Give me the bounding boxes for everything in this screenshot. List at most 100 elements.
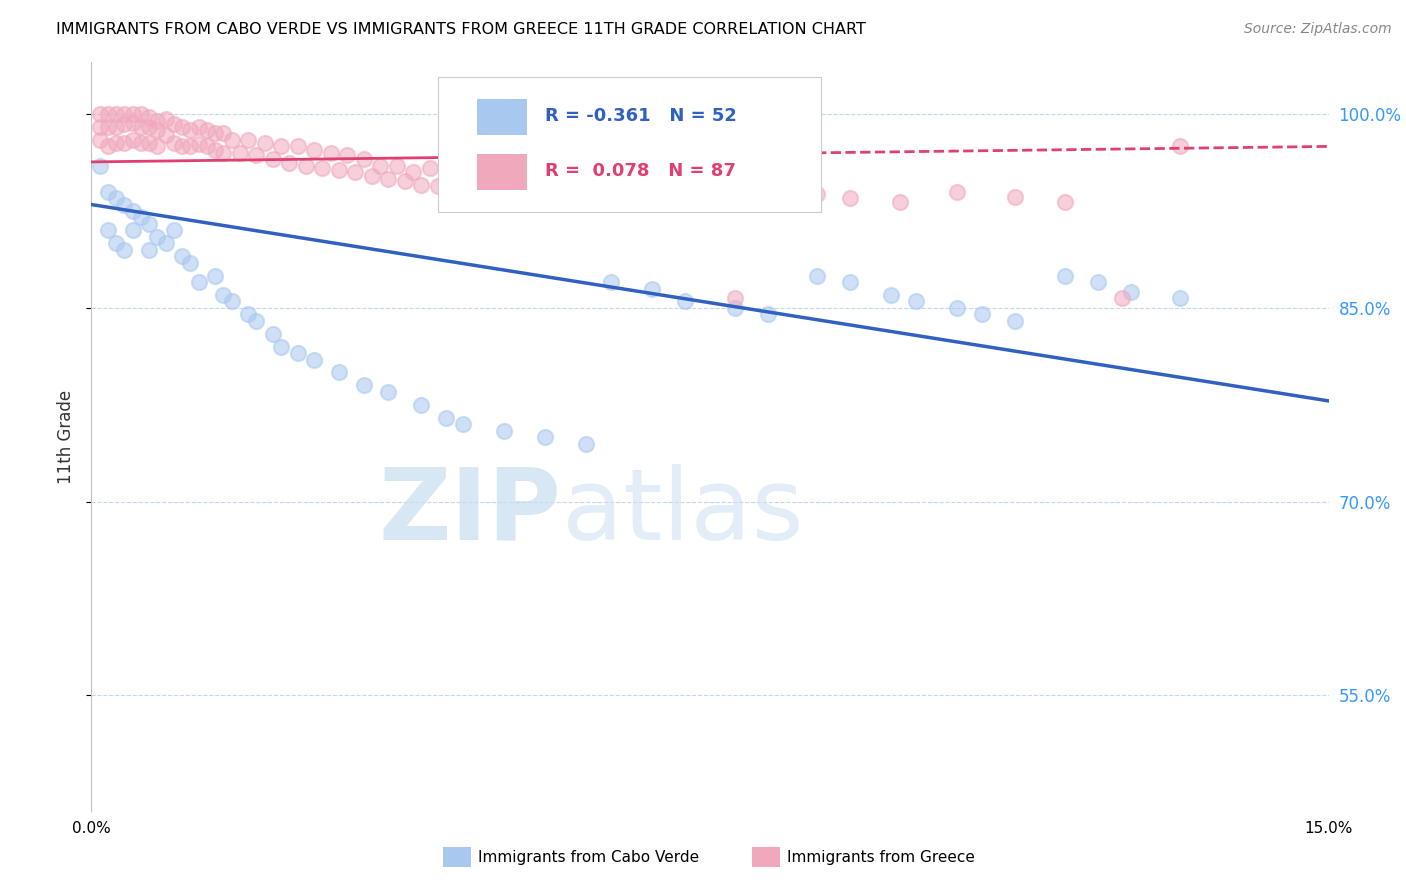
Point xyxy=(756,307,779,321)
Point xyxy=(270,139,292,153)
Point xyxy=(756,191,779,205)
Point xyxy=(155,112,177,127)
Point xyxy=(112,136,135,150)
Point xyxy=(105,107,128,121)
Point xyxy=(558,185,581,199)
Point xyxy=(411,398,433,412)
Y-axis label: 11th Grade: 11th Grade xyxy=(56,390,75,484)
Point xyxy=(402,165,425,179)
Point xyxy=(534,430,557,444)
Point xyxy=(673,182,696,196)
Point xyxy=(972,307,994,321)
Point xyxy=(262,153,284,167)
Point xyxy=(204,143,226,157)
Point xyxy=(1053,194,1076,209)
Point xyxy=(129,120,152,134)
Point xyxy=(163,118,186,132)
Point xyxy=(187,120,209,134)
Text: R =  0.078   N = 87: R = 0.078 N = 87 xyxy=(546,162,737,180)
Point xyxy=(368,159,391,173)
Point xyxy=(641,281,664,295)
Bar xyxy=(443,847,471,867)
Point xyxy=(880,288,903,302)
Point xyxy=(221,294,243,309)
Point xyxy=(253,136,276,150)
Point xyxy=(236,133,259,147)
Point xyxy=(105,136,128,150)
FancyBboxPatch shape xyxy=(478,99,527,135)
Point xyxy=(592,187,614,202)
Point xyxy=(155,236,177,251)
Point xyxy=(112,107,135,121)
Point xyxy=(204,127,226,141)
Point xyxy=(1004,314,1026,328)
Point xyxy=(105,236,128,251)
Point xyxy=(245,148,267,162)
Point xyxy=(195,139,218,153)
Point xyxy=(946,185,969,199)
Point xyxy=(328,162,350,177)
Point xyxy=(97,223,120,237)
Point xyxy=(112,197,135,211)
Point xyxy=(724,291,747,305)
Point xyxy=(839,191,862,205)
Point xyxy=(97,139,120,153)
Point xyxy=(121,116,143,130)
Point xyxy=(146,139,169,153)
Point xyxy=(1168,291,1191,305)
Point xyxy=(534,182,557,196)
Point xyxy=(1087,275,1109,289)
Point xyxy=(419,161,441,176)
Point xyxy=(1053,268,1076,283)
Point xyxy=(287,346,309,360)
Point xyxy=(112,118,135,132)
Point xyxy=(221,133,243,147)
Point xyxy=(278,156,301,170)
Point xyxy=(129,211,152,225)
Point xyxy=(302,143,325,157)
Point xyxy=(905,294,928,309)
Point xyxy=(492,185,515,199)
Point xyxy=(262,326,284,341)
Point xyxy=(336,148,359,162)
Text: Immigrants from Cabo Verde: Immigrants from Cabo Verde xyxy=(478,850,699,864)
Point xyxy=(434,410,457,425)
Point xyxy=(89,120,111,134)
Point xyxy=(839,275,862,289)
Point xyxy=(360,169,382,183)
Point xyxy=(163,223,186,237)
Text: ZIP: ZIP xyxy=(378,464,561,560)
Point xyxy=(121,107,143,121)
Point xyxy=(377,384,399,399)
Point xyxy=(889,194,911,209)
Point xyxy=(212,145,235,160)
Text: Immigrants from Greece: Immigrants from Greece xyxy=(787,850,976,864)
Point xyxy=(319,145,342,160)
Point xyxy=(270,340,292,354)
Point xyxy=(212,288,235,302)
Point xyxy=(129,107,152,121)
Point xyxy=(1168,139,1191,153)
Point xyxy=(509,174,531,188)
FancyBboxPatch shape xyxy=(437,78,821,212)
Point xyxy=(138,217,160,231)
Point xyxy=(1004,190,1026,204)
Point xyxy=(311,161,333,176)
Point xyxy=(641,190,664,204)
Point xyxy=(673,294,696,309)
Point xyxy=(121,133,143,147)
Point xyxy=(179,255,201,269)
Point xyxy=(187,275,209,289)
Point xyxy=(229,145,252,160)
Point xyxy=(172,249,194,263)
Point xyxy=(302,352,325,367)
Point xyxy=(353,378,375,392)
Point xyxy=(451,417,474,432)
Point xyxy=(328,366,350,380)
Point xyxy=(377,171,399,186)
Point xyxy=(179,139,201,153)
Point xyxy=(89,133,111,147)
Point xyxy=(344,165,367,179)
Point xyxy=(1111,291,1133,305)
Point xyxy=(97,107,120,121)
